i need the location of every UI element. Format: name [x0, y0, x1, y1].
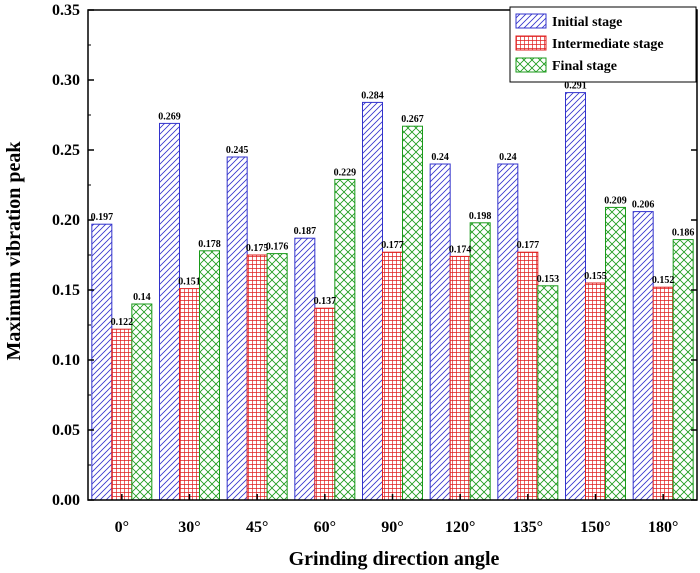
data-label: 0.197 [91, 212, 114, 223]
data-label: 0.122 [111, 317, 134, 328]
x-tick-label: 45° [246, 519, 268, 536]
bar-initial-stage-0 [91, 223, 113, 501]
x-axis-title: Grinding direction angle [289, 548, 500, 570]
legend-label: Initial stage [552, 15, 622, 30]
x-tick-label: 120° [445, 519, 475, 536]
x-tick-label: 180° [648, 519, 678, 536]
y-tick-label: 0.35 [52, 2, 80, 19]
data-label: 0.176 [266, 242, 289, 253]
legend: Initial stage Intermediate stage Final sta… [509, 6, 697, 83]
data-label: 0.267 [401, 114, 424, 125]
bar-intermediate-stage-0 [111, 328, 133, 501]
bars-layer [91, 92, 694, 501]
bar-initial-stage-1 [159, 122, 180, 501]
x-tick-label: 90° [381, 519, 403, 536]
data-label: 0.198 [469, 211, 492, 222]
y-tick-label: 0.20 [52, 212, 80, 229]
data-label: 0.229 [334, 167, 357, 178]
legend-label: Final stage [552, 59, 617, 74]
data-label: 0.177 [381, 240, 404, 251]
legend-swatch [515, 35, 547, 51]
y-axis-ticks: 0.00 0.05 0.10 0.15 0.20 0.25 0.30 0.35 [52, 2, 697, 509]
y-tick-label: 0.05 [52, 422, 80, 439]
bar-final-stage-4 [402, 125, 423, 501]
bar-intermediate-stage-4 [382, 251, 403, 501]
bar-initial-stage-3 [294, 237, 316, 501]
data-label: 0.178 [198, 239, 221, 250]
x-tick-label: 135° [513, 519, 543, 536]
data-label: 0.14 [133, 292, 151, 303]
y-tick-label: 0.25 [52, 142, 80, 159]
bar-final-stage-2 [266, 253, 288, 501]
bar-intermediate-stage-5 [449, 255, 471, 501]
bar-initial-stage-8 [632, 211, 654, 501]
x-tick-label: 150° [580, 519, 610, 536]
legend-label: Intermediate stage [552, 37, 664, 52]
x-tick-label: 0° [115, 519, 129, 536]
bar-intermediate-stage-2 [246, 254, 268, 501]
bar-initial-stage-2 [226, 156, 248, 501]
data-label: 0.137 [314, 296, 337, 307]
y-tick-label: 0.10 [52, 352, 80, 369]
legend-swatch [515, 57, 547, 73]
bar-final-stage-3 [334, 178, 356, 501]
bar-intermediate-stage-7 [585, 282, 606, 501]
data-label: 0.153 [537, 274, 560, 285]
data-labels-layer: 0.197 0.269 0.245 0.187 0.284 0.24 0.24 0.291 0.… [91, 81, 695, 329]
data-label: 0.151 [178, 277, 201, 288]
y-tick-label: 0.30 [52, 72, 80, 89]
bar-intermediate-stage-6 [517, 251, 539, 501]
legend-swatch [515, 13, 547, 29]
y-tick-label: 0.00 [52, 492, 80, 509]
data-label: 0.24 [431, 152, 449, 163]
bar-final-stage-8 [672, 239, 694, 501]
bar-intermediate-stage-3 [314, 307, 336, 501]
bar-initial-stage-6 [497, 163, 519, 501]
bar-intermediate-stage-8 [652, 286, 674, 501]
data-label: 0.24 [499, 152, 517, 163]
bar-initial-stage-5 [429, 163, 451, 501]
data-label: 0.284 [361, 90, 384, 101]
x-tick-label: 30° [178, 519, 200, 536]
bar-final-stage-1 [199, 250, 220, 501]
data-label: 0.206 [632, 200, 655, 211]
data-label: 0.152 [652, 275, 675, 286]
data-label: 0.186 [672, 228, 695, 239]
data-label: 0.187 [294, 226, 317, 237]
data-label: 0.177 [517, 240, 540, 251]
bar-final-stage-0 [131, 303, 153, 501]
bar-final-stage-6 [537, 285, 559, 501]
data-label: 0.245 [226, 145, 249, 156]
bar-final-stage-7 [605, 206, 626, 501]
bar-final-stage-5 [469, 222, 491, 501]
x-axis-ticks: 0° 30° 45° 60° 90° 120° 135° 150° 180° [115, 494, 678, 536]
data-label: 0.175 [246, 243, 269, 254]
bar-intermediate-stage-1 [179, 288, 200, 501]
y-tick-label: 0.15 [52, 282, 80, 299]
data-label: 0.174 [449, 244, 472, 255]
data-label: 0.269 [158, 111, 181, 122]
bar-initial-stage-7 [565, 92, 586, 501]
x-tick-label: 60° [314, 519, 336, 536]
bar-initial-stage-4 [362, 101, 383, 501]
data-label: 0.209 [604, 195, 627, 206]
data-label: 0.155 [584, 271, 607, 282]
y-axis-title: Maximum vibration peak [3, 141, 25, 361]
data-label: 0.291 [564, 81, 587, 92]
